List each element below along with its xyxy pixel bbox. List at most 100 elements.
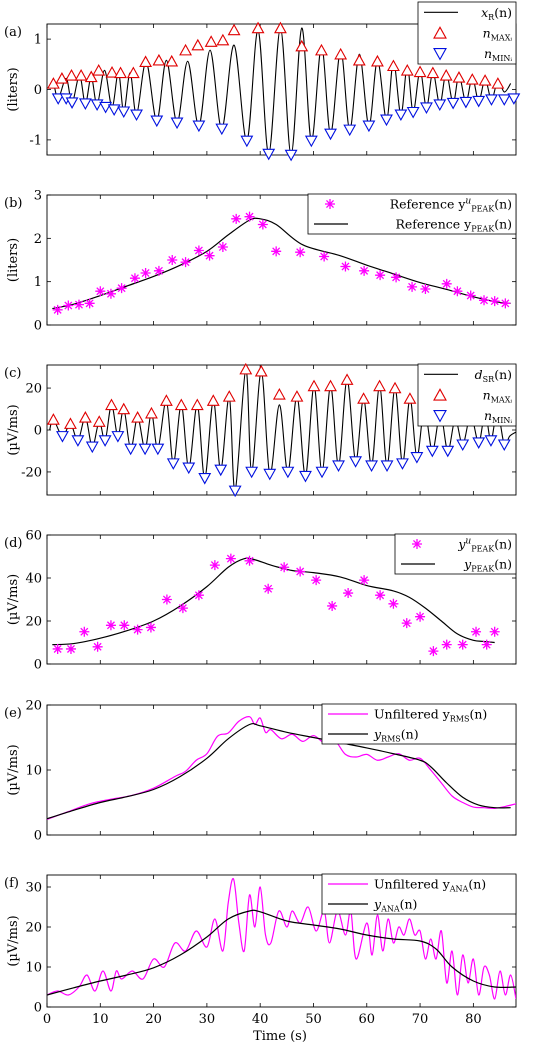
scatter-point (177, 603, 188, 614)
min-marker (281, 466, 295, 479)
max-marker (117, 402, 131, 415)
scatter-point (263, 583, 274, 594)
scatter-point (489, 296, 500, 307)
max-marker (426, 66, 440, 79)
min-marker (304, 135, 318, 148)
min-marker (150, 115, 164, 128)
max-marker (295, 39, 309, 52)
legend-label: Reference yuPEAK(n) (390, 197, 512, 214)
legend-label: nMINᵢ (484, 408, 512, 425)
min-marker (117, 106, 131, 119)
y-axis-label: (µV/ms) (6, 915, 21, 966)
min-marker (472, 437, 486, 449)
min-marker (98, 435, 112, 447)
panel-label: (e) (4, 706, 22, 721)
filtered-line (47, 723, 511, 820)
legend-box (307, 193, 517, 235)
scatter-point (388, 598, 399, 609)
max-marker (174, 398, 188, 411)
min-marker (485, 94, 498, 106)
min-marker (299, 470, 312, 483)
axes-box (46, 194, 517, 326)
y-tick-label: 10 (25, 764, 42, 779)
scatter-point (92, 641, 103, 652)
scatter-point (420, 284, 431, 295)
filtered-line (52, 217, 511, 310)
max-marker (273, 21, 287, 34)
legend-label: yPEAK(n) (463, 557, 512, 574)
max-marker (400, 63, 414, 76)
x-tick-label: 10 (92, 1012, 109, 1027)
scatter-point (244, 211, 255, 222)
max-marker (334, 47, 348, 60)
scatter-point (359, 265, 370, 276)
min-marker (65, 97, 79, 109)
scatter-point (319, 251, 330, 262)
legend-swatch (433, 48, 447, 61)
max-marker (227, 23, 241, 36)
scatter-point (244, 555, 255, 566)
scatter-point (52, 304, 63, 315)
scatter-point (225, 553, 236, 564)
y-tick-label: 0 (34, 829, 42, 844)
scatter-point (180, 257, 191, 268)
legend-label: yANA(n) (373, 897, 417, 914)
min-marker (263, 468, 277, 481)
max-marker (46, 413, 60, 425)
y-tick-label: 1 (34, 33, 42, 48)
max-marker (139, 55, 153, 68)
scatter-point (145, 622, 156, 633)
x-tick-label: 30 (199, 1012, 216, 1027)
max-marker (92, 63, 106, 76)
x-tick-label: 0 (43, 1012, 51, 1027)
max-marker (340, 373, 354, 385)
min-marker (215, 123, 229, 136)
y-tick-label: 0 (34, 83, 42, 98)
legend: Unfiltered yANA(n) yANA(n) (321, 873, 517, 915)
min-marker (151, 443, 165, 456)
legend: dSR(n) nMAXᵢ nMINᵢ (417, 363, 517, 427)
x-tick-label: 20 (145, 1012, 162, 1027)
x-tick-label: 40 (252, 1012, 269, 1027)
min-marker (111, 431, 125, 443)
panel-label: (a) (4, 25, 22, 40)
min-marker (380, 114, 393, 127)
x-tick-label: 50 (305, 1012, 322, 1027)
scatter-point (407, 281, 418, 292)
scatter-point (231, 213, 242, 224)
y-axis-label: (µV/ms) (6, 404, 21, 455)
y-tick-label: 20 (25, 699, 42, 714)
max-marker (373, 379, 386, 392)
min-marker (170, 117, 184, 130)
min-marker (396, 458, 409, 470)
max-marker (352, 53, 366, 66)
max-marker (324, 379, 337, 392)
min-marker (349, 456, 363, 468)
y-tick-label: 0 (34, 658, 42, 673)
max-marker (222, 390, 236, 402)
legend-box (321, 873, 517, 915)
min-marker (324, 128, 337, 141)
min-marker (228, 485, 242, 498)
max-marker (65, 69, 78, 81)
panel-label: (b) (4, 196, 22, 211)
max-marker (55, 72, 69, 84)
scatter-point (79, 626, 90, 637)
x-tick-label: 60 (358, 1012, 375, 1027)
max-marker (478, 74, 492, 86)
min-marker (130, 109, 143, 122)
y-tick-label: 0 (34, 424, 42, 439)
y-tick-label: 20 (25, 382, 42, 397)
scatter-point (359, 575, 370, 586)
max-marker (370, 54, 384, 67)
max-marker (315, 43, 328, 56)
scatter-point (209, 560, 220, 571)
scatter-point (428, 646, 439, 657)
legend-label: nMINᵢ (484, 46, 512, 63)
scatter-point (140, 268, 151, 278)
x-axis-label: Time (s) (253, 1029, 307, 1044)
max-marker (272, 387, 286, 400)
max-marker (465, 73, 479, 85)
scatter-point (95, 286, 106, 297)
unfiltered-line (47, 716, 516, 820)
